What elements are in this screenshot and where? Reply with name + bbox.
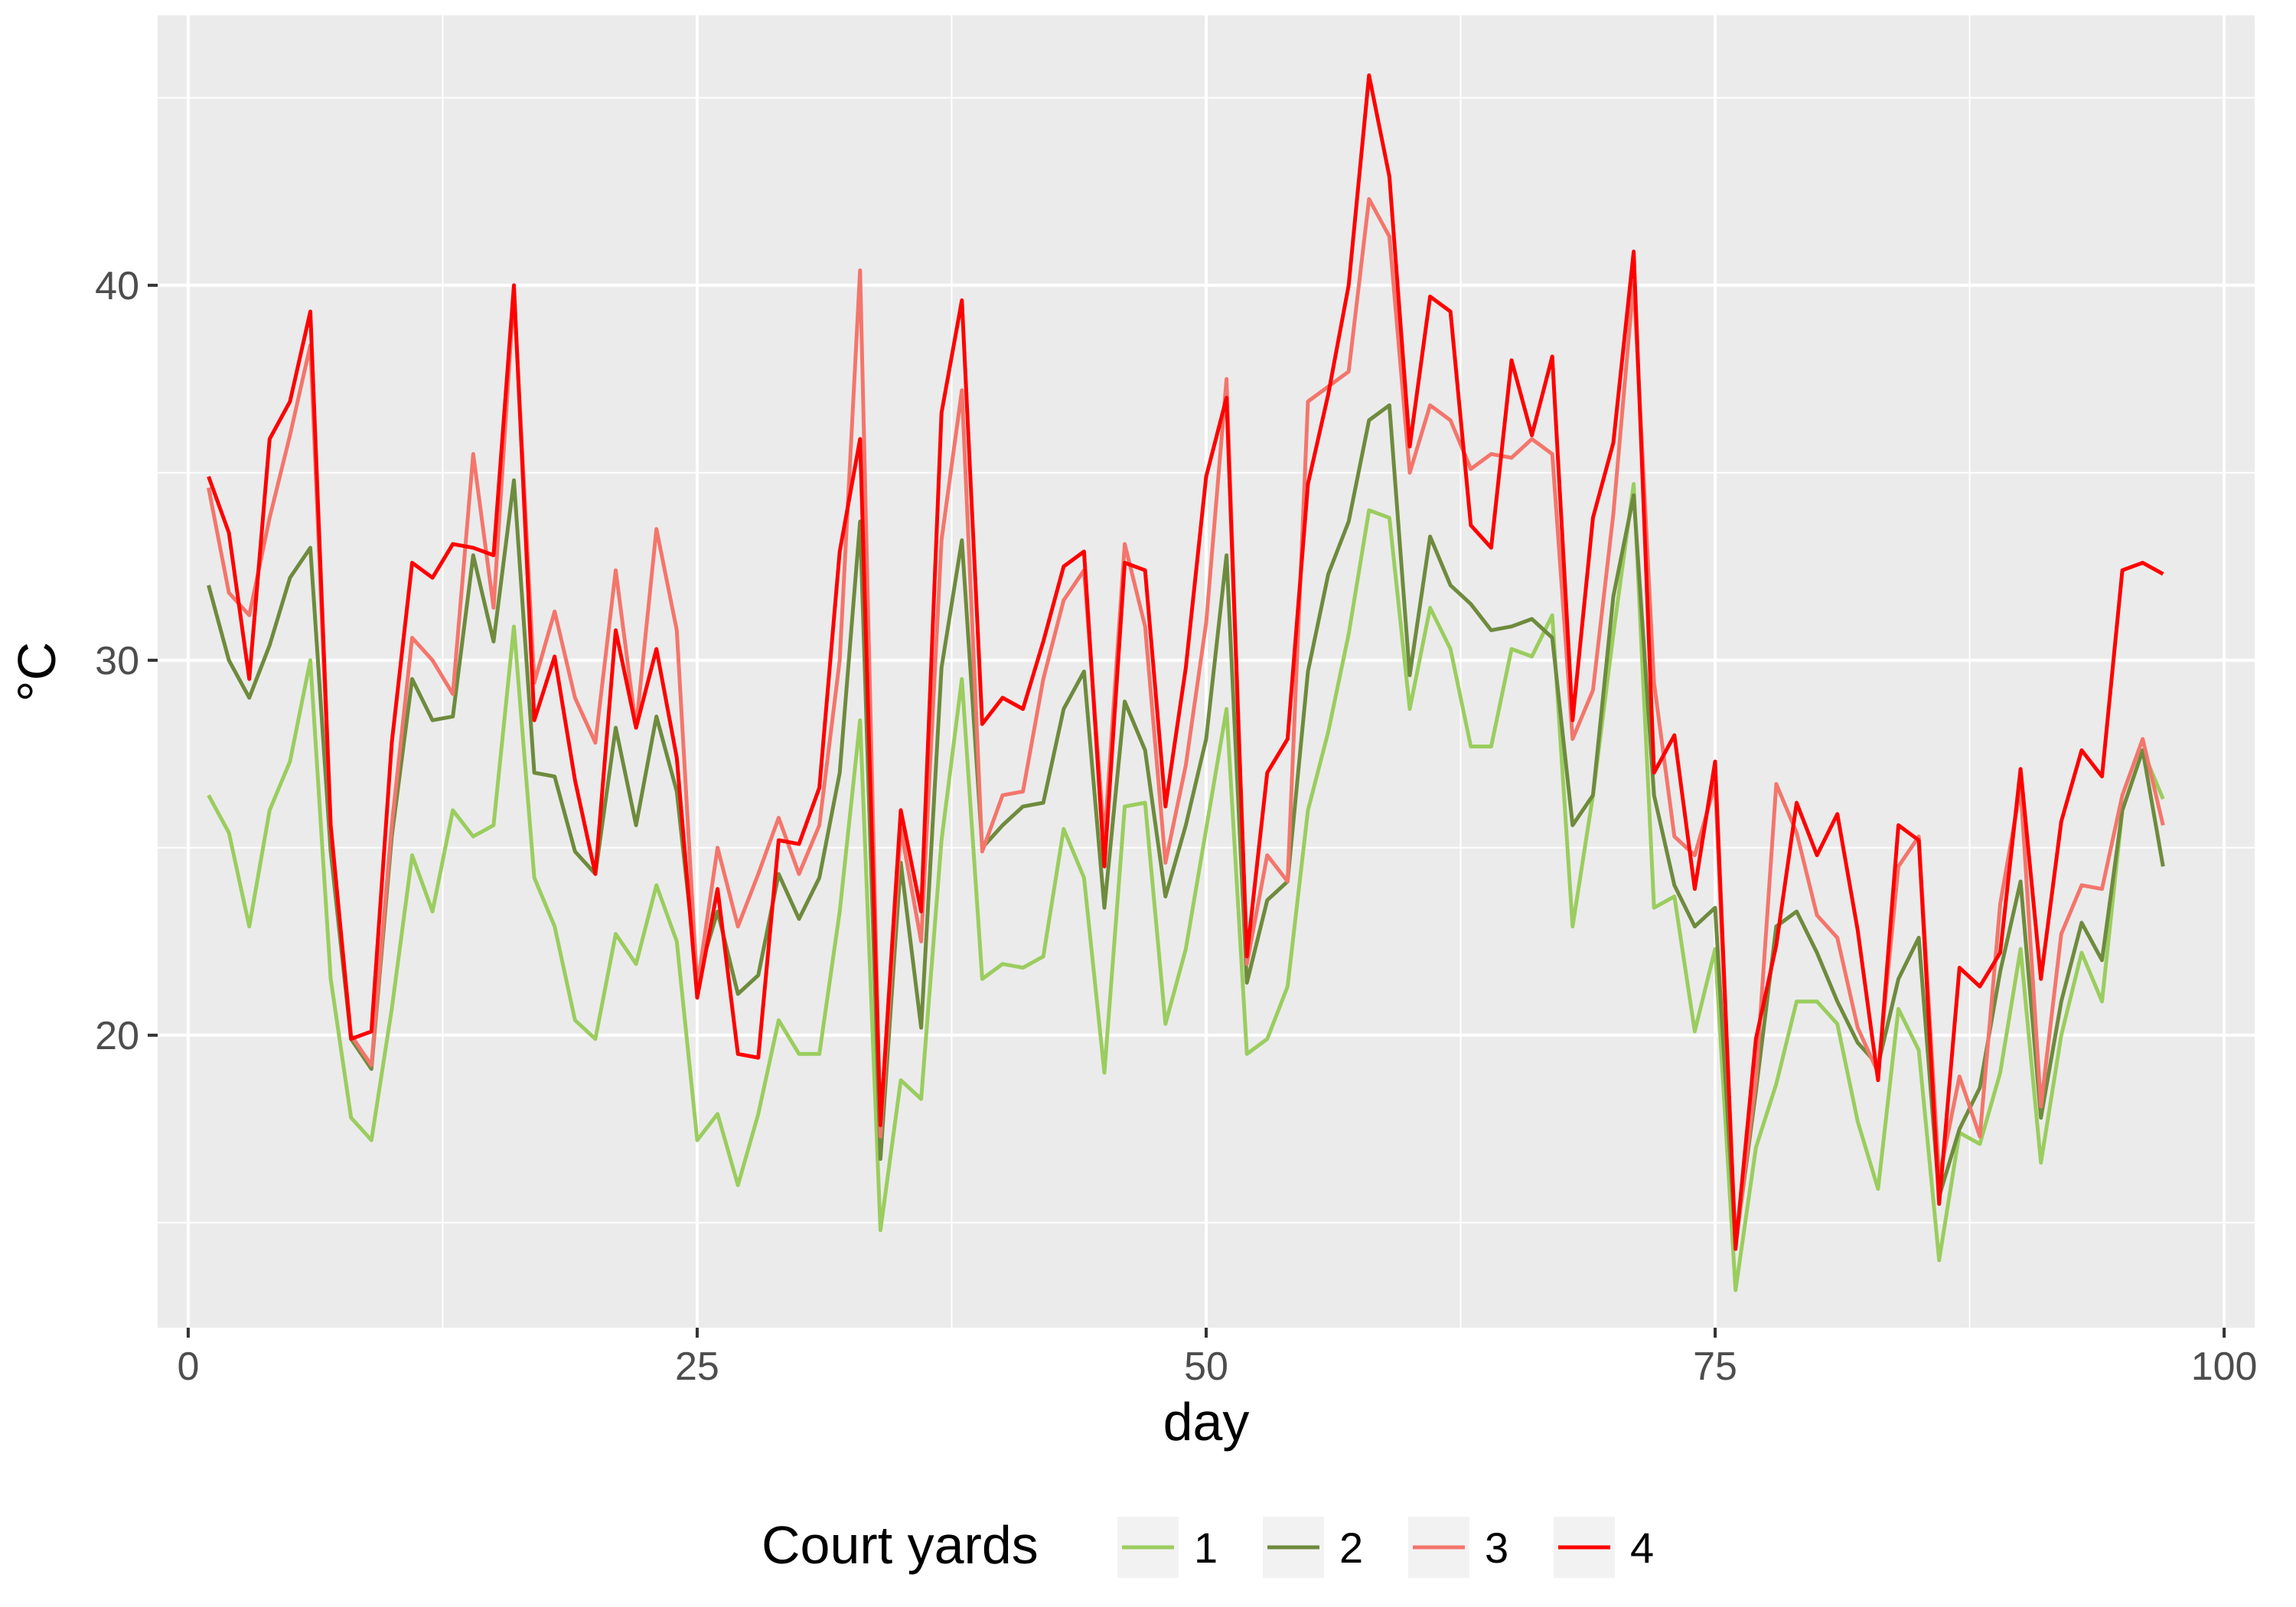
- x-axis: 0 25 50 75 100: [177, 1328, 2257, 1389]
- y-axis: 20 30 40: [95, 264, 158, 1058]
- major-gridlines: [158, 15, 2255, 1328]
- legend-label-2: 2: [1339, 1524, 1363, 1572]
- legend-label-1: 1: [1194, 1524, 1218, 1572]
- y-tick-label: 40: [95, 264, 139, 308]
- series-lines: [207, 73, 2165, 1292]
- legend-label-4: 4: [1630, 1524, 1654, 1572]
- y-axis-title: °C: [7, 642, 67, 702]
- legend-label-3: 3: [1485, 1524, 1508, 1572]
- x-tick-label: 100: [2191, 1345, 2258, 1389]
- y-tick-label: 30: [95, 639, 139, 683]
- y-tick-label: 20: [95, 1014, 139, 1058]
- series-line-2: [207, 403, 2165, 1247]
- series-line-1: [207, 482, 2165, 1292]
- legend: Court yards 1 2 3 4: [762, 1515, 1654, 1578]
- x-tick-label: 50: [1184, 1345, 1228, 1389]
- x-tick-label: 25: [675, 1345, 719, 1389]
- x-tick-label: 0: [177, 1345, 199, 1389]
- x-tick-label: 75: [1693, 1345, 1737, 1389]
- legend-title: Court yards: [762, 1515, 1039, 1575]
- series-line-4: [207, 73, 2164, 1251]
- x-axis-title: day: [1163, 1392, 1250, 1452]
